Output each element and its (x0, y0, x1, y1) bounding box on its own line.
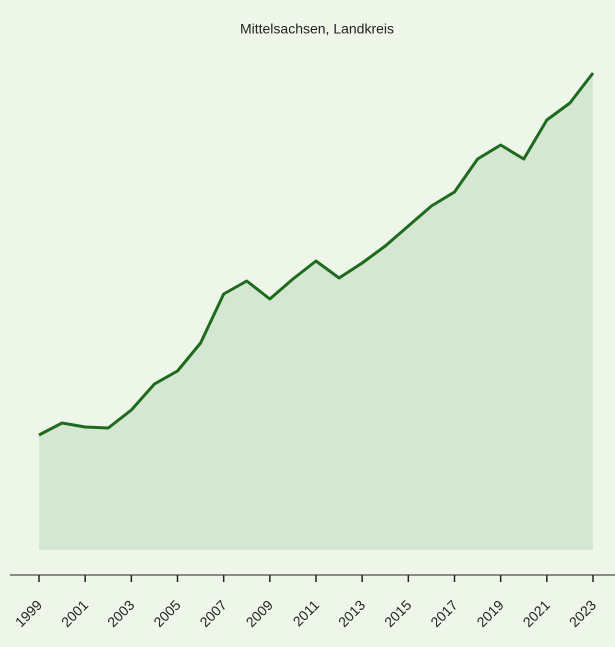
x-tick-label: 2015 (381, 597, 414, 630)
x-tick-label: 2017 (427, 597, 460, 630)
chart-title: Mittelsachsen, Landkreis (240, 21, 394, 37)
x-tick-label: 2023 (566, 597, 599, 630)
x-tick-label: 1999 (12, 597, 45, 630)
x-tick-label: 2005 (150, 597, 183, 630)
x-tick-label: 2011 (290, 597, 323, 630)
x-tick-label: 2001 (58, 597, 91, 630)
x-tick-label: 2021 (520, 597, 553, 630)
x-tick-label: 2013 (335, 597, 368, 630)
x-tick-label: 2009 (243, 597, 276, 630)
x-tick-label: 2007 (196, 597, 229, 630)
line (38, 72, 595, 437)
x-tick-label: 2019 (473, 597, 506, 630)
x-tick-label: 2003 (104, 597, 137, 630)
area-fill (39, 73, 593, 550)
